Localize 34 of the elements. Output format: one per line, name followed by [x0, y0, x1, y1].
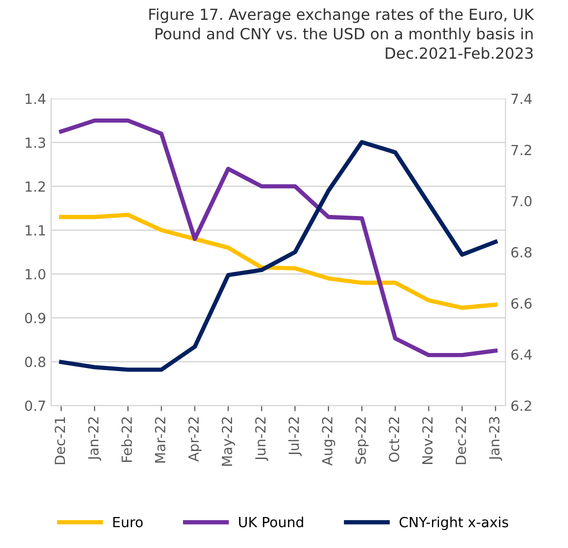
legend-label: Euro	[113, 517, 143, 528]
x-tick-label: Feb-22	[121, 417, 132, 462]
y-tick-label: 1.0	[26, 268, 46, 280]
x-tick-label: Sep-22	[355, 417, 369, 464]
y2-tick-label: 7.2	[512, 144, 532, 156]
x-tick-label: Jul-22	[288, 417, 302, 456]
x-tick-label: Mar-22	[154, 417, 166, 463]
y-tick-label: 0.9	[25, 312, 46, 324]
y2-tick-label: 6.6	[511, 298, 532, 309]
y2-tick-label: 6.8	[511, 247, 532, 258]
y-tick-label: 1.4	[26, 94, 46, 104]
y2-tick-label: 6.4	[511, 349, 532, 360]
x-tick-label: Jun-22	[255, 417, 268, 462]
x-tick-label: Aug-22	[322, 417, 336, 466]
legend-label: CNY-right x-axis	[400, 516, 508, 530]
y2-tick-label: 7.4	[512, 94, 532, 104]
y2-tick-label: 7.0	[512, 196, 532, 206]
x-tick-label: May-22	[222, 417, 235, 466]
y-tick-label: 1.2	[26, 181, 45, 192]
chart-title: Figure 17. Average exchange rates of the Euro, UK Pound and CNY vs. the USD on a monthly basis in Dec.2021-Feb.2023	[149, 8, 534, 59]
y-tick-label: 1.3	[26, 137, 46, 148]
y2-tick-label: 6.2	[511, 400, 532, 411]
x-tick-label: Jan-22	[88, 417, 102, 461]
x-tick-label: Nov-22	[422, 417, 433, 464]
line-series	[59, 212, 498, 310]
legend-label: UK Pound	[239, 516, 304, 528]
y-tick-label: 1.1	[26, 225, 45, 236]
x-tick-label: Dec-22	[456, 417, 466, 464]
x-tick-label: Apr-22	[188, 417, 202, 462]
y-tick-label: 0.8	[25, 356, 46, 368]
x-tick-label: Dec-21	[54, 417, 66, 464]
x-tick-label: Jan-23	[489, 417, 502, 461]
y-tick-label: 0.7	[25, 400, 46, 411]
x-tick-label: Oct-22	[388, 417, 400, 462]
